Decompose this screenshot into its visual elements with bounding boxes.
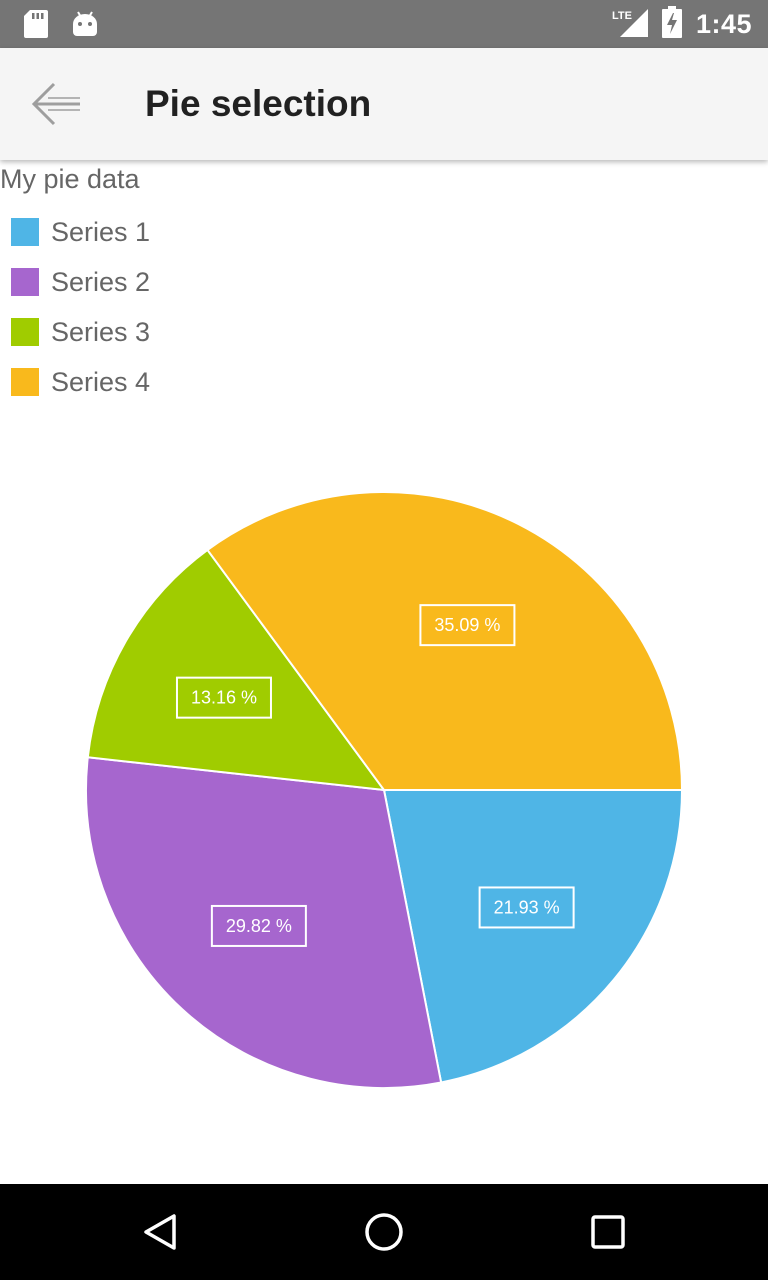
pie-slice-series-2[interactable]	[85, 756, 443, 1089]
back-triangle-icon	[144, 1214, 176, 1250]
status-time: 1:45	[695, 8, 752, 39]
pie-label-box	[175, 676, 272, 719]
pie-slice-series-1[interactable]	[382, 789, 684, 1084]
navigation-bar	[0, 1184, 768, 1280]
chart-legend: Series 1 Series 2 Series 3 Series 4	[11, 207, 150, 407]
chart-title: My pie data	[0, 164, 140, 194]
status-bar: LTE 1:45	[0, 0, 768, 48]
pie-label-series-1: 21.93 %	[478, 886, 575, 929]
pie-label-text: 35.09 %	[434, 615, 500, 635]
nav-back-button[interactable]	[130, 1202, 190, 1262]
recents-square-icon	[591, 1215, 625, 1249]
pie-label-box	[419, 604, 516, 647]
lte-label: LTE	[612, 10, 632, 22]
legend-swatch	[11, 268, 39, 296]
home-circle-icon	[365, 1213, 403, 1251]
pie-label-text: 21.93 %	[494, 897, 560, 917]
legend-label: Series 3	[51, 316, 151, 347]
pie-slice-series-4[interactable]	[206, 491, 684, 791]
legend-label: Series 1	[51, 216, 151, 247]
pie-label-box	[478, 886, 575, 929]
pie-label-box	[210, 904, 307, 947]
arrow-back-icon	[31, 82, 80, 126]
pie-chart: 21.93 % 29.82 % 13.16 % 35.09 %	[85, 491, 684, 1089]
legend-item-series-3[interactable]: Series 3	[11, 307, 150, 357]
pie-slice-series-3[interactable]	[86, 548, 387, 792]
battery-charging-icon	[661, 5, 682, 43]
legend-item-series-4[interactable]: Series 4	[11, 357, 150, 407]
page-title: Pie selection	[145, 83, 372, 124]
app-bar: Pie selection	[0, 48, 768, 160]
pie-label-text: 13.16 %	[191, 688, 257, 708]
nav-recents-button[interactable]	[578, 1202, 638, 1262]
legend-item-series-2[interactable]: Series 2	[11, 257, 150, 307]
back-button[interactable]	[20, 72, 92, 136]
pie-label-series-4: 35.09 %	[419, 604, 516, 647]
pie-label-series-2: 29.82 %	[210, 904, 307, 947]
pie-label-series-3: 13.16 %	[175, 676, 272, 719]
legend-swatch	[11, 368, 39, 396]
legend-label: Series 2	[51, 266, 151, 297]
nav-home-button[interactable]	[354, 1202, 414, 1262]
legend-item-series-1[interactable]: Series 1	[11, 207, 150, 257]
sd-card-icon	[24, 10, 48, 43]
legend-swatch	[11, 318, 39, 346]
legend-swatch	[11, 218, 39, 246]
legend-label: Series 4	[51, 366, 151, 397]
android-icon	[72, 10, 98, 43]
lte-signal-icon: LTE	[612, 7, 648, 42]
pie-label-text: 29.82 %	[226, 916, 292, 936]
